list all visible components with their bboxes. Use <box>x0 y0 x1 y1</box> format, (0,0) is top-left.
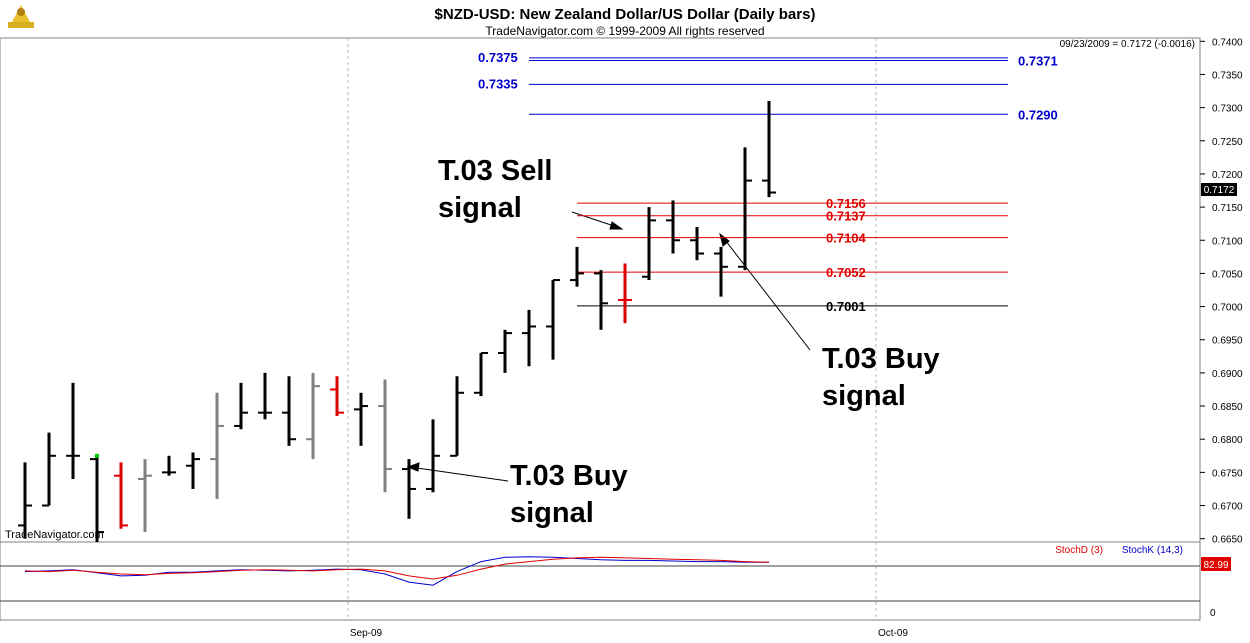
stoch-k-legend: StochK (14,3) <box>1122 545 1183 556</box>
x-tick-label: Sep-09 <box>350 628 383 639</box>
y-tick-label: 0.6800 <box>1212 435 1243 446</box>
y-tick-label: 0.7150 <box>1212 203 1243 214</box>
y-tick-label: 0.7300 <box>1212 104 1243 115</box>
trade-navigator-logo <box>8 5 34 28</box>
stoch-value-tag <box>1201 557 1231 571</box>
annotation-text: signal <box>438 192 522 224</box>
y-tick-label: 0.6650 <box>1212 535 1243 546</box>
y-tick-label: 0.6850 <box>1212 402 1243 413</box>
level-label: 0.7052 <box>826 265 866 280</box>
y-tick-label: 0.7400 <box>1212 37 1243 48</box>
annotation-text: T.03 Buy <box>510 460 628 492</box>
y-tick-label: 0.6750 <box>1212 468 1243 479</box>
annotation-arrows <box>406 211 811 482</box>
annotations-layer: T.03 Sell signal T.03 Buy signal T.03 Buy sig… <box>438 155 940 529</box>
copyright-text: TradeNavigator.com © 1999-2009 All right… <box>485 24 764 38</box>
level-label: 0.7001 <box>826 299 866 314</box>
y-tick-label: 0.7250 <box>1212 137 1243 148</box>
annotation-text: T.03 Sell <box>438 155 552 187</box>
level-label: 0.7375 <box>478 50 518 65</box>
last-price-label: 0.7172 <box>1204 185 1235 196</box>
y-tick-label: 0.6950 <box>1212 336 1243 347</box>
y-tick-label: 0.7100 <box>1212 236 1243 247</box>
bars-layer <box>18 101 776 542</box>
watermark-text: TradeNavigator.com <box>5 529 104 541</box>
annotation-text: T.03 Buy <box>822 343 940 375</box>
chart-title: $NZD-USD: New Zealand Dollar/US Dollar (… <box>435 6 816 23</box>
stoch-value-label: 82.99 <box>1203 560 1228 571</box>
y-tick-label: 0.6700 <box>1212 502 1243 513</box>
y-tick-label: 0.7050 <box>1212 269 1243 280</box>
quote-info: 09/23/2009 = 0.7172 (-0.0016) <box>1060 39 1195 50</box>
annotation-text: signal <box>510 497 594 529</box>
level-label: 0.7137 <box>826 209 866 224</box>
price-axis: 0.6650 0.6700 0.6750 0.6800 0.6850 0.6900 0.69… <box>1200 37 1243 546</box>
stoch-axis-zero: 0 <box>1210 608 1216 619</box>
stochastic-layer <box>0 556 1200 602</box>
x-tick-label: Oct-09 <box>878 628 908 639</box>
level-label: 0.7290 <box>1018 107 1058 122</box>
level-label: 0.7156 <box>826 196 866 211</box>
stochastic-panel <box>0 541 1201 621</box>
y-tick-label: 0.7000 <box>1212 303 1243 314</box>
stoch-d-legend: StochD (3) <box>1055 545 1103 556</box>
level-label: 0.7335 <box>478 76 518 91</box>
y-tick-label: 0.7200 <box>1212 170 1243 181</box>
last-price-tag <box>1201 183 1237 196</box>
level-label: 0.7104 <box>826 231 867 246</box>
signal-dot <box>95 453 99 458</box>
stoch-k-line <box>24 556 769 586</box>
level-label: 0.7371 <box>1018 54 1058 69</box>
y-tick-label: 0.7350 <box>1212 70 1243 81</box>
stoch-d-line <box>24 556 770 580</box>
y-tick-label: 0.6900 <box>1212 369 1243 380</box>
annotation-text: signal <box>822 380 906 412</box>
